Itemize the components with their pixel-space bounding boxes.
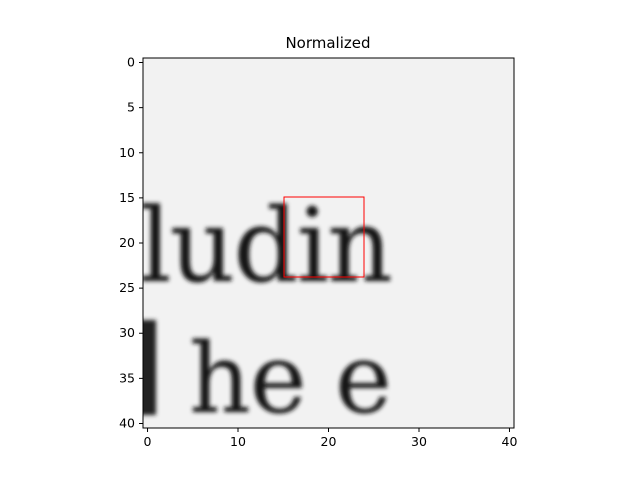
text-row-2: he e [189,323,391,435]
y-tick-label: 5 [127,100,135,115]
y-tick-label: 35 [119,370,135,385]
text-image: ludin he e [139,187,393,435]
x-axis: 0 10 20 30 40 [144,428,518,449]
y-tick-label: 20 [119,235,135,250]
y-tick-label: 30 [119,325,135,340]
heatmap-background [143,58,514,428]
text-row-1: ludin [139,187,391,306]
x-tick-label: 20 [321,434,337,449]
y-tick-label: 15 [119,190,135,205]
y-tick-label: 25 [119,280,135,295]
chart-title: Normalized [285,34,370,52]
plot-area: ludin he e [139,58,514,435]
x-tick-label: 0 [144,434,152,449]
y-tick-label: 40 [119,415,135,430]
x-tick-label: 10 [230,434,246,449]
x-tick-label: 30 [411,434,427,449]
y-tick-label: 10 [119,145,135,160]
x-tick-label: 40 [502,434,518,449]
y-tick-label: 0 [127,55,135,70]
highlight-box [283,196,365,278]
y-axis: 0 5 10 15 20 25 30 35 40 [119,55,143,430]
text-row-2-left-stroke [143,320,156,415]
